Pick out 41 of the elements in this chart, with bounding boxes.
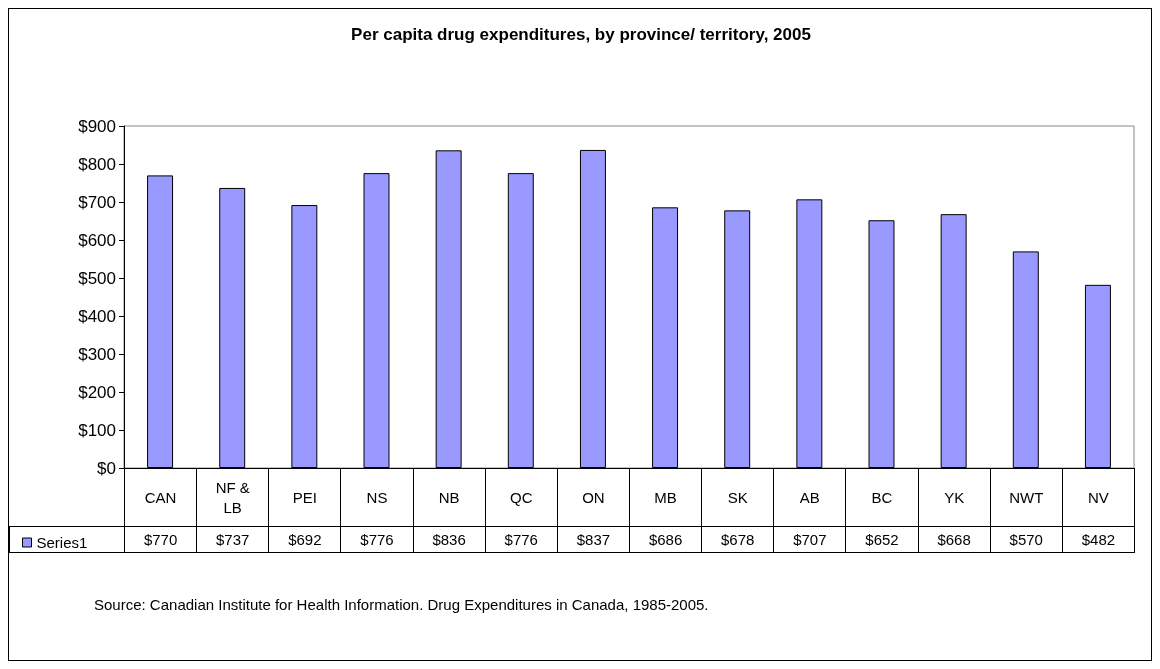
x-tick-label: PEI: [268, 468, 342, 527]
x-tick-label: NS: [340, 468, 414, 527]
data-label: $837: [556, 526, 630, 553]
x-tick-label: SK: [701, 468, 775, 527]
x-tick-label: NB: [412, 468, 486, 527]
x-tick-label: MB: [629, 468, 703, 527]
y-tick-label: $700: [78, 192, 116, 212]
data-label: $482: [1061, 526, 1135, 553]
x-tick-label: QC: [484, 468, 558, 527]
x-tick-label: NF & LB: [196, 468, 270, 527]
data-label: $737: [196, 526, 270, 553]
y-tick-label: $600: [78, 230, 116, 250]
data-label: $570: [989, 526, 1063, 553]
legend-label: Series1: [36, 534, 88, 551]
y-tick-label: $100: [78, 420, 116, 440]
source-note: Source: Canadian Institute for Health Information. Drug Expenditures in Canada, 1985-2005.: [94, 596, 709, 613]
y-tick-label: $900: [78, 116, 116, 136]
data-label: $770: [124, 526, 198, 553]
data-label: $668: [917, 526, 991, 553]
data-label: $707: [773, 526, 847, 553]
data-label: $686: [629, 526, 703, 553]
x-tick-label: BC: [845, 468, 919, 527]
y-tick-label: $300: [78, 344, 116, 364]
chart-title: Per capita drug expenditures, by province/ territory, 2005: [351, 25, 811, 44]
x-tick-label: AB: [773, 468, 847, 527]
x-tick-label: YK: [917, 468, 991, 527]
y-tick-label: $400: [78, 306, 116, 326]
y-tick-label: $500: [78, 268, 116, 288]
y-tick-label: $200: [78, 382, 116, 402]
data-label: $692: [268, 526, 342, 553]
data-label: $836: [412, 526, 486, 553]
data-label: $652: [845, 526, 919, 553]
x-tick-label: ON: [556, 468, 630, 527]
data-label: $776: [340, 526, 414, 553]
x-tick-label: NWT: [989, 468, 1063, 527]
y-tick-label: $800: [78, 154, 116, 174]
x-tick-label: CAN: [124, 468, 198, 527]
y-tick-label: $0: [97, 458, 116, 478]
data-label: $678: [701, 526, 775, 553]
data-label: $776: [484, 526, 558, 553]
x-tick-label: NV: [1061, 468, 1135, 527]
